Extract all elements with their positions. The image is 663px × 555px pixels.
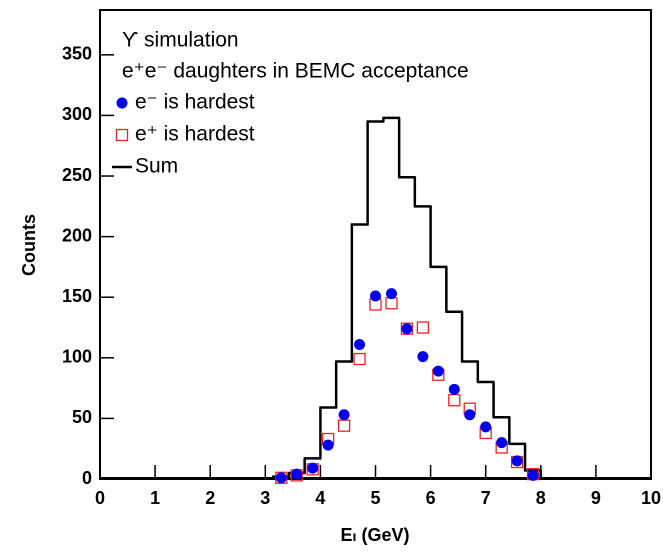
y-tick-label: 250: [62, 165, 92, 185]
marker-square: [353, 352, 366, 366]
y-tick-label: 350: [62, 44, 92, 64]
marker-circle: [496, 437, 508, 449]
marker-circle: [527, 469, 539, 481]
marker-square: [385, 297, 398, 310]
marker-circle: [291, 468, 303, 480]
x-tick-label: 10: [641, 488, 661, 508]
y-tick-label: 300: [62, 104, 92, 124]
legend-marker: [115, 128, 129, 142]
y-axis-label: Counts: [19, 214, 39, 276]
legend-label: e⁺ is hardest: [135, 123, 255, 146]
marker-square: [337, 419, 351, 432]
x-tick-label: 4: [315, 488, 325, 508]
marker-circle: [354, 338, 366, 350]
x-tick-label: 8: [536, 488, 546, 508]
x-tick-label: 5: [370, 488, 380, 508]
marker-circle: [464, 409, 476, 421]
x-tick-label: 0: [95, 488, 105, 508]
marker-square: [448, 394, 461, 407]
legend-marker: [116, 97, 128, 109]
marker-circle: [370, 290, 381, 302]
y-tick-label: 50: [72, 407, 92, 427]
annotation: ϒ simulation: [122, 29, 239, 52]
marker-circle: [385, 288, 397, 300]
marker-circle: [338, 409, 350, 421]
x-tick-label: 6: [426, 488, 436, 508]
marker-circle: [417, 351, 429, 363]
legend-label: Sum: [135, 155, 178, 178]
marker-circle: [307, 462, 319, 474]
y-tick-label: 0: [82, 468, 92, 488]
marker-circle: [511, 455, 523, 467]
x-tick-label: 7: [481, 488, 491, 508]
marker-square: [416, 321, 430, 334]
marker-circle: [275, 472, 287, 484]
x-tick-label: 9: [591, 488, 601, 508]
y-tick-label: 200: [62, 225, 92, 245]
marker-circle: [401, 323, 413, 335]
x-tick-label: 2: [205, 488, 215, 508]
legend-label: e⁻ is hardest: [135, 91, 255, 114]
y-tick-label: 150: [62, 286, 92, 306]
marker-circle: [480, 421, 492, 433]
marker-circle: [432, 365, 444, 377]
y-tick-label: 100: [62, 347, 92, 367]
x-tick-label: 1: [150, 488, 160, 508]
x-tick-label: 3: [260, 488, 270, 508]
x-axis-label: Eₗ (GeV): [341, 525, 410, 545]
marker-circle: [322, 439, 334, 451]
annotation: e⁺e⁻ daughters in BEMC acceptance: [122, 60, 469, 83]
marker-circle: [448, 383, 460, 395]
